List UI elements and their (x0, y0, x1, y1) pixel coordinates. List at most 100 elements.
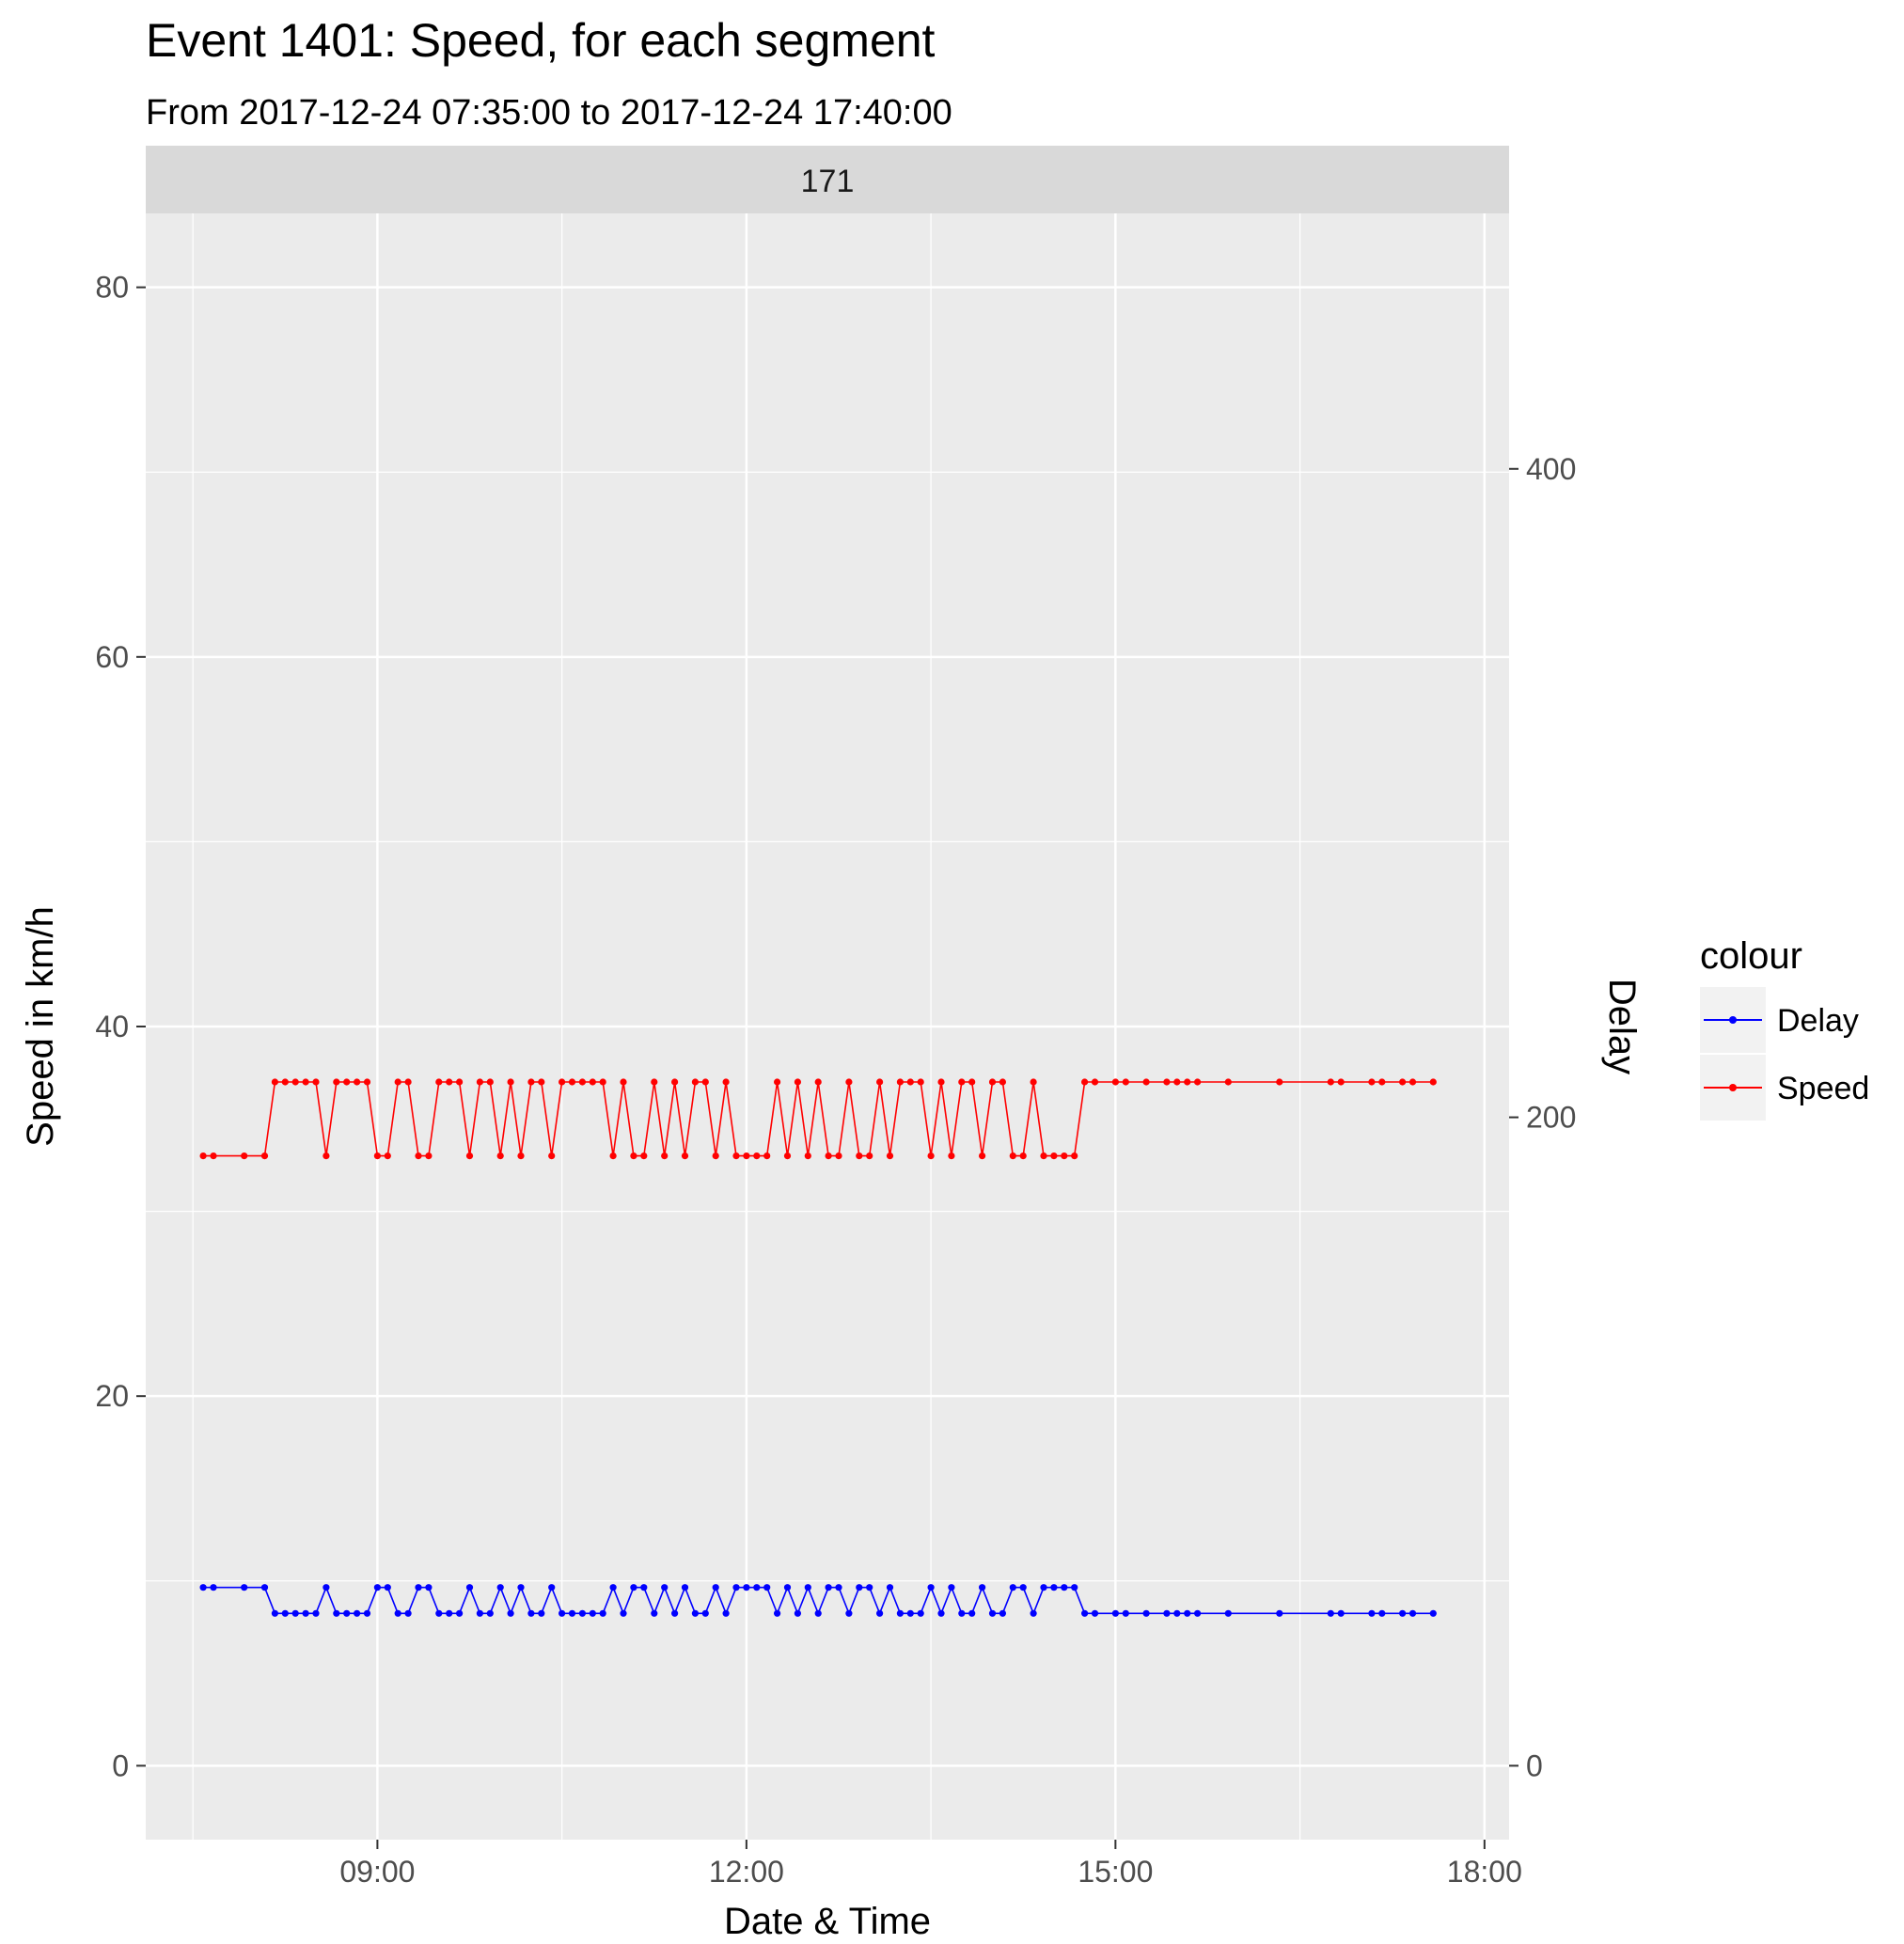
data-point-speed (476, 1078, 483, 1086)
data-point-delay (681, 1584, 689, 1591)
data-point-delay (1019, 1584, 1027, 1591)
x-axis: 09:00 12:00 15:00 18:00 (339, 1840, 1522, 1889)
data-point-speed (1019, 1152, 1027, 1160)
data-point-speed (517, 1152, 525, 1160)
data-point-delay (1142, 1609, 1150, 1617)
data-point-delay (373, 1584, 381, 1591)
data-point-speed (435, 1078, 443, 1086)
data-point-speed (814, 1078, 822, 1086)
data-point-delay (507, 1609, 514, 1617)
data-point-delay (435, 1609, 443, 1617)
data-point-speed (1337, 1078, 1345, 1086)
data-point-delay (291, 1609, 299, 1617)
data-point-speed (394, 1078, 401, 1086)
data-point-delay (1327, 1609, 1334, 1617)
data-point-delay (651, 1609, 658, 1617)
data-point-delay (896, 1609, 905, 1617)
data-point-delay (1163, 1609, 1171, 1617)
data-point-delay (404, 1609, 412, 1617)
data-point-delay (722, 1609, 730, 1617)
data-point-delay (446, 1609, 453, 1617)
data-point-delay (661, 1584, 669, 1591)
data-point-delay (958, 1609, 966, 1617)
data-point-delay (866, 1584, 873, 1591)
data-point-delay (476, 1609, 483, 1617)
data-point-speed (958, 1078, 966, 1086)
data-point-speed (1071, 1152, 1078, 1160)
data-point-speed (538, 1078, 545, 1086)
data-point-delay (271, 1609, 278, 1617)
data-point-speed (866, 1152, 873, 1160)
y2-axis-title: Delay (1601, 979, 1643, 1074)
data-point-delay (1378, 1609, 1386, 1617)
data-point-speed (1276, 1078, 1283, 1086)
major-gridlines (146, 213, 1509, 1840)
data-point-delay (937, 1609, 945, 1617)
data-point-delay (1337, 1609, 1345, 1617)
legend: colour Delay Speed (1700, 935, 1869, 1121)
data-point-speed (640, 1152, 648, 1160)
data-point-speed (609, 1152, 617, 1160)
data-point-speed (548, 1152, 556, 1160)
data-point-delay (691, 1609, 700, 1617)
data-point-delay (599, 1609, 606, 1617)
data-point-delay (640, 1584, 648, 1591)
data-point-speed (937, 1078, 945, 1086)
data-point-speed (363, 1078, 371, 1086)
data-point-speed (1184, 1078, 1191, 1086)
data-point-speed (906, 1078, 914, 1086)
data-point-speed (333, 1078, 340, 1086)
data-point-delay (979, 1584, 986, 1591)
data-point-delay (425, 1584, 433, 1591)
data-point-delay (1368, 1609, 1376, 1617)
data-point-delay (333, 1609, 340, 1617)
x-tick-label: 12:00 (709, 1855, 784, 1889)
data-point-speed (835, 1152, 842, 1160)
data-point-delay (732, 1584, 740, 1591)
data-point-speed (199, 1152, 207, 1160)
x-axis-title: Date & Time (724, 1901, 931, 1942)
data-point-delay (343, 1609, 351, 1617)
data-point-speed (507, 1078, 514, 1086)
data-point-speed (620, 1078, 627, 1086)
y-tick-label: 80 (95, 271, 129, 305)
secondary-y-axis: 0 200 400 (1509, 452, 1576, 1782)
data-point-delay (486, 1609, 494, 1617)
data-point-delay (241, 1584, 248, 1591)
data-point-delay (794, 1609, 802, 1617)
data-point-speed (446, 1078, 453, 1086)
legend-label-delay: Delay (1777, 1003, 1859, 1039)
data-point-speed (578, 1078, 587, 1086)
legend-title: colour (1700, 935, 1802, 977)
data-point-speed (465, 1152, 474, 1160)
legend-item-speed: Speed (1700, 1055, 1869, 1121)
data-point-delay (763, 1584, 771, 1591)
data-point-speed (1122, 1078, 1129, 1086)
data-point-delay (384, 1584, 391, 1591)
data-point-delay (630, 1584, 637, 1591)
data-point-delay (559, 1609, 566, 1617)
data-point-speed (323, 1152, 330, 1160)
data-point-speed (774, 1078, 781, 1086)
data-point-delay (281, 1609, 289, 1617)
data-point-delay (906, 1609, 914, 1617)
data-point-delay (876, 1609, 884, 1617)
data-point-speed (1081, 1078, 1089, 1086)
data-point-delay (774, 1609, 781, 1617)
data-point-delay (456, 1609, 464, 1617)
data-point-speed (661, 1152, 669, 1160)
y2-tick-label: 0 (1526, 1748, 1543, 1782)
data-point-speed (743, 1152, 750, 1160)
data-point-delay (1111, 1609, 1119, 1617)
data-point-delay (701, 1609, 709, 1617)
data-point-delay (496, 1584, 504, 1591)
data-point-speed (1327, 1078, 1334, 1086)
data-point-delay (886, 1584, 894, 1591)
legend-label-speed: Speed (1777, 1071, 1869, 1106)
data-point-delay (568, 1609, 576, 1617)
data-point-speed (599, 1078, 606, 1086)
data-point-speed (988, 1078, 997, 1086)
data-point-speed (1408, 1078, 1417, 1086)
data-point-speed (354, 1078, 361, 1086)
data-point-delay (814, 1609, 822, 1617)
